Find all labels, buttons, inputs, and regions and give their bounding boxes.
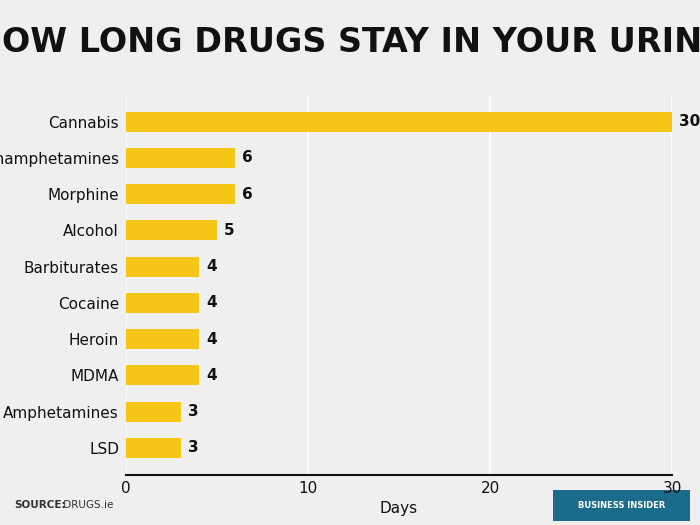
Text: HOW LONG DRUGS STAY IN YOUR URINE: HOW LONG DRUGS STAY IN YOUR URINE (0, 26, 700, 59)
Text: 3: 3 (188, 440, 199, 455)
X-axis label: Days: Days (380, 501, 418, 516)
Text: 6: 6 (242, 151, 253, 165)
Bar (126, 365, 199, 385)
Text: 5: 5 (224, 223, 235, 238)
Text: 4: 4 (206, 332, 217, 346)
Text: 4: 4 (206, 259, 217, 274)
Text: BUSINESS INSIDER: BUSINESS INSIDER (578, 501, 665, 510)
Bar (126, 184, 235, 204)
Bar (126, 257, 199, 277)
Text: SOURCE:: SOURCE: (14, 500, 66, 510)
Text: 30: 30 (679, 114, 700, 129)
Bar (126, 112, 672, 132)
Bar (126, 402, 181, 422)
Bar (126, 220, 217, 240)
Bar (126, 148, 235, 168)
Text: 6: 6 (242, 187, 253, 202)
Bar (126, 329, 199, 349)
Text: 3: 3 (188, 404, 199, 419)
FancyBboxPatch shape (553, 489, 690, 521)
Bar (126, 438, 181, 458)
Text: DRUGS.ie: DRUGS.ie (60, 500, 113, 510)
Text: 4: 4 (206, 296, 217, 310)
Bar (126, 293, 199, 313)
Text: 4: 4 (206, 368, 217, 383)
